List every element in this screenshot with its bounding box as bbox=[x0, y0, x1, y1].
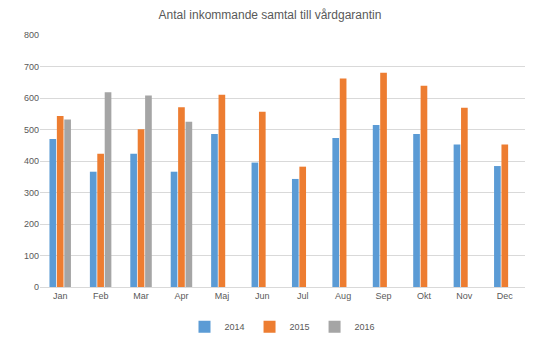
svg-text:Okt: Okt bbox=[417, 291, 432, 301]
svg-text:700: 700 bbox=[24, 62, 39, 72]
svg-text:Aug: Aug bbox=[335, 291, 351, 301]
svg-text:100: 100 bbox=[24, 251, 39, 261]
svg-text:Mar: Mar bbox=[133, 291, 149, 301]
svg-text:2016: 2016 bbox=[355, 322, 375, 332]
svg-text:Jan: Jan bbox=[53, 291, 68, 301]
svg-text:Feb: Feb bbox=[93, 291, 109, 301]
svg-text:600: 600 bbox=[24, 93, 39, 103]
svg-text:Dec: Dec bbox=[497, 291, 514, 301]
svg-text:400: 400 bbox=[24, 156, 39, 166]
svg-text:Nov: Nov bbox=[456, 291, 473, 301]
svg-text:200: 200 bbox=[24, 219, 39, 229]
svg-text:Maj: Maj bbox=[215, 291, 230, 301]
svg-text:Apr: Apr bbox=[174, 291, 188, 301]
svg-text:Sep: Sep bbox=[376, 291, 392, 301]
svg-text:0: 0 bbox=[34, 282, 39, 292]
svg-text:2015: 2015 bbox=[290, 322, 310, 332]
svg-text:800: 800 bbox=[24, 30, 39, 40]
svg-text:500: 500 bbox=[24, 125, 39, 135]
svg-text:300: 300 bbox=[24, 188, 39, 198]
svg-text:Jun: Jun bbox=[255, 291, 270, 301]
svg-text:2014: 2014 bbox=[225, 322, 245, 332]
svg-text:Antal inkommande samtal till v: Antal inkommande samtal till vårdgaranti… bbox=[159, 8, 382, 22]
svg-text:Jul: Jul bbox=[297, 291, 309, 301]
